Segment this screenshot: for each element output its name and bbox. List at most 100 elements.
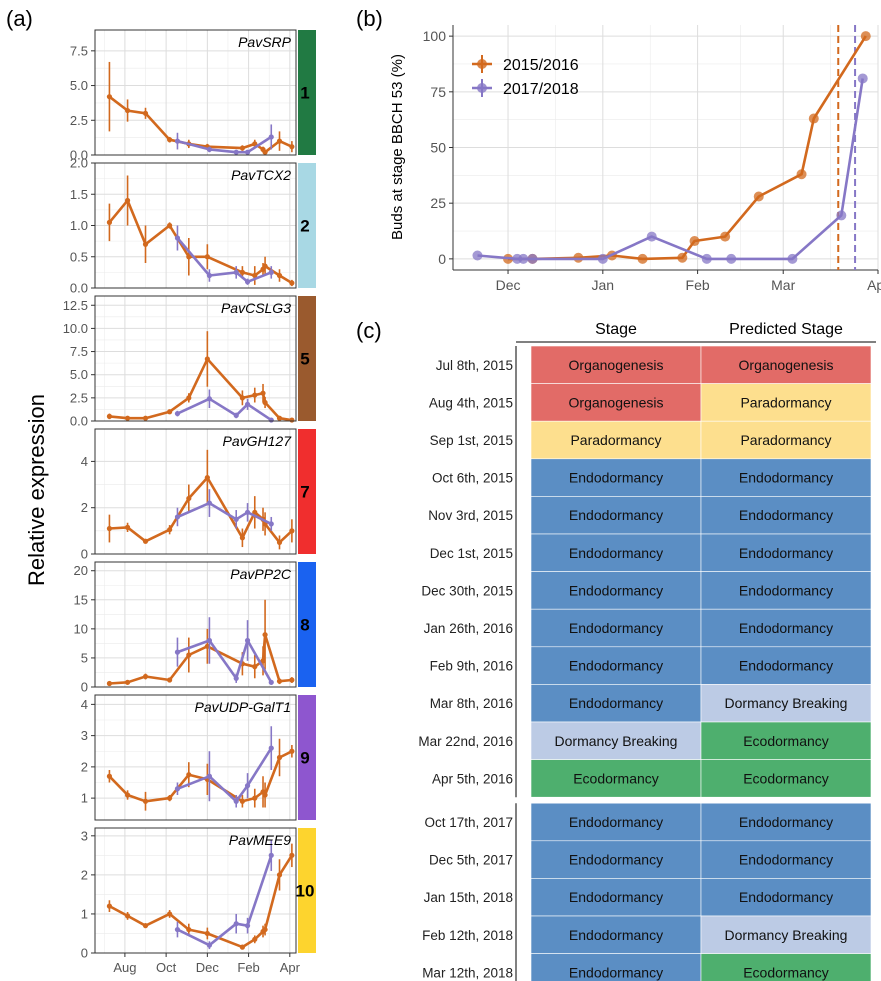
x-tick-label: Aug [113, 960, 136, 975]
data-point [289, 144, 295, 150]
data-point [262, 263, 268, 269]
data-point [268, 745, 274, 751]
predicted-cell [700, 533, 872, 572]
y-tick-label: 0 [438, 251, 446, 267]
predicted-cell-text: Dormancy Breaking [725, 695, 848, 711]
table-row: Jul 8th, 2015 Organogenesis Organogenesis [436, 345, 872, 384]
row-date: Oct 6th, 2015 [432, 471, 513, 486]
data-point [233, 798, 239, 804]
data-point [244, 401, 251, 407]
data-point [268, 521, 274, 527]
data-point [124, 107, 131, 114]
y-tick-label: 3 [81, 728, 88, 743]
data-point [276, 138, 283, 144]
data-point [268, 134, 274, 140]
y-tick-label: 0.0 [70, 148, 88, 163]
cluster-number: 5 [300, 350, 309, 369]
data-point [174, 649, 181, 655]
data-point [701, 253, 712, 264]
table-row: Feb 9th, 2016 Endodormancy Endodormancy [430, 646, 872, 685]
cluster-number: 8 [300, 616, 309, 635]
stage-cell [530, 759, 702, 798]
predicted-cell-text: Endodormancy [739, 889, 833, 905]
stage-cell-text: Endodormancy [569, 695, 663, 711]
row-date: Feb 9th, 2016 [430, 659, 513, 674]
data-point [174, 926, 181, 933]
data-point [252, 392, 258, 398]
stage-cell-text: Endodormancy [569, 620, 663, 636]
data-point [142, 241, 149, 247]
data-point [244, 509, 251, 515]
predicted-cell [700, 608, 872, 648]
facet-border [94, 29, 297, 156]
data-point [796, 169, 807, 180]
facet-border [94, 694, 297, 821]
data-point [677, 252, 688, 263]
predicted-cell-text: Endodormancy [739, 507, 833, 523]
panel-b-label: (b) [356, 6, 383, 31]
predicted-cell-text: Paradormancy [740, 394, 831, 410]
row-date: Feb 12th, 2018 [422, 928, 513, 943]
facet-PavSRP: 0.0 2.5 5.0 7.5 PavSRP 1 [70, 29, 316, 163]
legend-label: 2015/2016 [503, 57, 579, 74]
x-tick-label: Oct [156, 960, 177, 975]
data-point [289, 417, 295, 423]
x-tick-label: Feb [237, 960, 259, 975]
predicted-cell [700, 684, 872, 723]
data-point [289, 852, 295, 858]
y-tick-label: 1 [81, 791, 88, 806]
data-point [174, 138, 181, 144]
stage-cell-text: Paradormancy [570, 432, 661, 448]
data-point [260, 390, 266, 396]
data-point [276, 415, 283, 421]
data-point [753, 191, 764, 202]
table-row: Dec 30th, 2015 Endodormancy Endodormancy [421, 571, 872, 610]
column-header-stage: Stage [595, 321, 637, 338]
data-point [276, 539, 283, 546]
stage-cell [530, 953, 702, 981]
facet-PavCSLG3: 0.0 2.5 5.0 7.5 10.0 12.5 PavCSLG3 5 [63, 295, 316, 429]
data-point [857, 73, 868, 84]
data-point [239, 944, 245, 950]
y-tick-label: 50 [430, 140, 446, 156]
data-point [186, 772, 192, 778]
cluster-strip [298, 429, 316, 554]
y-tick-label: 5.0 [70, 78, 88, 93]
table-row: Mar 8th, 2016 Endodormancy Dormancy Breaki… [430, 684, 872, 723]
data-point [262, 632, 268, 638]
data-point [186, 652, 192, 658]
stage-cell-text: Endodormancy [569, 927, 663, 943]
stage-cell [530, 345, 702, 384]
row-date: Sep 1st, 2015 [430, 433, 513, 448]
table-row: Sep 1st, 2015 Paradormancy Paradormancy [430, 420, 872, 460]
data-point [124, 197, 131, 204]
y-tick-label: 2 [81, 759, 88, 774]
row-date: Mar 8th, 2016 [430, 696, 513, 711]
y-tick-label: 25 [430, 195, 446, 211]
facet-border [94, 428, 297, 555]
series-line-2015/2016 [108, 199, 293, 285]
row-date: Nov 3rd, 2015 [428, 508, 513, 523]
legend-label: 2017/2018 [503, 81, 579, 98]
data-point [262, 926, 268, 933]
data-point [186, 926, 192, 933]
y-tick-label: 0.0 [70, 281, 88, 296]
data-point [233, 149, 239, 155]
data-point [206, 396, 213, 402]
predicted-cell [700, 759, 872, 798]
table-row: Oct 17th, 2017 Endodormancy Endodormancy [424, 802, 872, 842]
predicted-cell-text: Ecodormancy [743, 770, 829, 786]
data-point [233, 269, 239, 275]
y-tick-label: 1 [81, 906, 88, 921]
data-point [106, 680, 113, 687]
data-point [174, 786, 181, 792]
data-point [124, 415, 131, 421]
data-point [268, 852, 274, 858]
data-point [206, 942, 213, 948]
table-row: Apr 5th, 2016 Ecodormancy Ecodormancy [432, 759, 872, 798]
stage-cell-text: Endodormancy [569, 814, 663, 830]
predicted-cell [700, 383, 872, 422]
stage-cell [530, 684, 702, 723]
data-point [174, 410, 181, 417]
